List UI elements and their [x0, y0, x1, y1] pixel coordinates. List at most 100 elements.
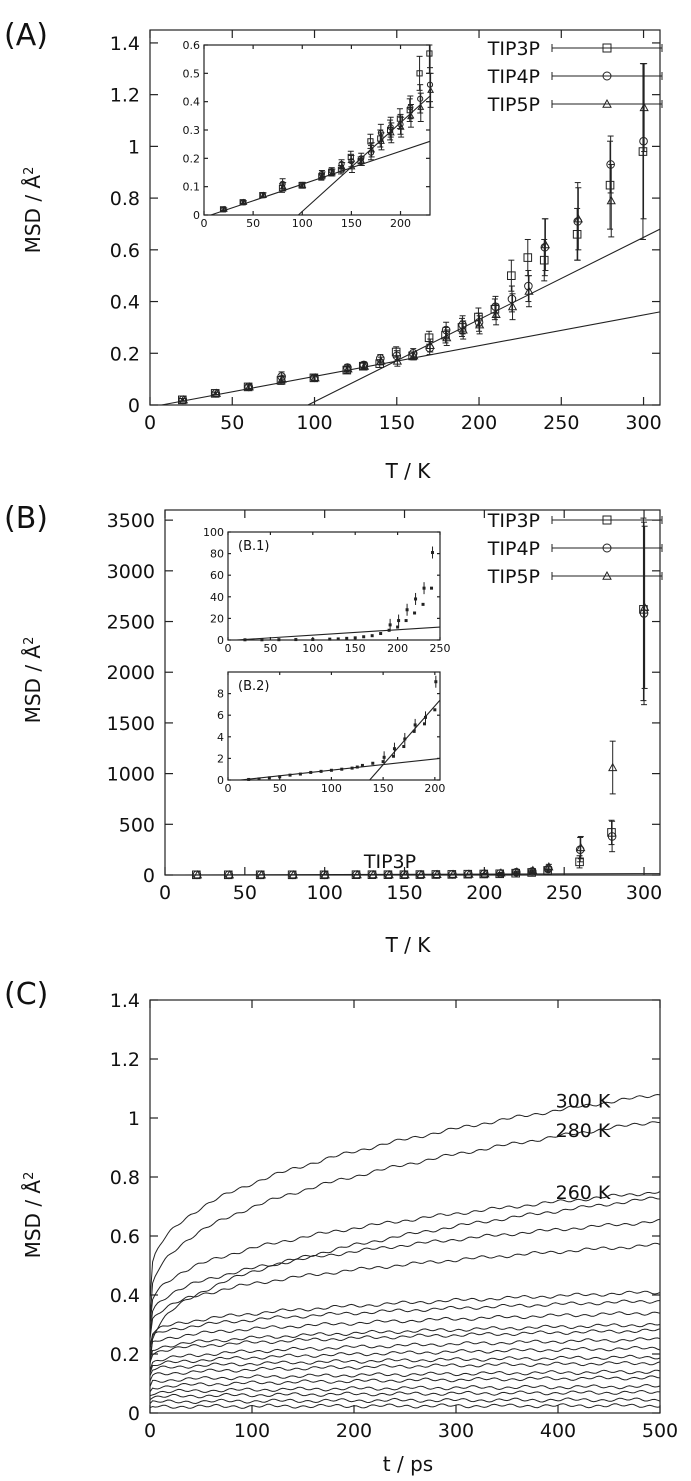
data-point	[279, 180, 286, 187]
msd-curve	[149, 1337, 661, 1413]
data-point	[512, 867, 522, 876]
inset-point	[397, 619, 401, 623]
panel-c-y-tick-label: 1.2	[110, 1049, 140, 1071]
data-point	[416, 70, 423, 77]
panel-a-x-tick-label: 50	[220, 412, 244, 434]
inset-point	[298, 772, 302, 776]
panel-b-xlabel: T / K	[385, 933, 432, 957]
data-point	[310, 373, 320, 382]
legend-label: TIP3P	[487, 38, 540, 60]
data-point	[442, 332, 452, 342]
panel-b-frame	[164, 509, 661, 876]
data-point	[432, 869, 442, 879]
inset-point	[257, 777, 261, 781]
inset-point	[371, 761, 375, 765]
msd-curve	[149, 1389, 661, 1413]
fit-line	[297, 95, 431, 216]
panel-b-ylabel: MSD / Å2	[21, 637, 45, 724]
data-point	[491, 309, 501, 319]
data-point	[474, 317, 484, 327]
inset-point	[360, 763, 364, 767]
data-point	[387, 129, 395, 136]
data-point	[575, 857, 584, 867]
panel-a-inset-x-tick-label: 200	[390, 217, 411, 230]
data-point	[417, 95, 424, 102]
data-point	[544, 862, 554, 871]
data-point	[491, 302, 500, 312]
inset-x-tick-label: 100	[321, 782, 342, 795]
data-point	[343, 363, 353, 373]
panel-a-y-tick-label: 1.2	[110, 85, 140, 107]
legend-marker	[602, 43, 612, 53]
inset-x-tick-label: 50	[263, 642, 277, 655]
data-point	[359, 360, 369, 370]
inset-x-tick-label: 50	[273, 782, 287, 795]
data-point	[496, 868, 506, 877]
inset-y-tick-label: 20	[210, 612, 224, 625]
legend-marker	[602, 543, 612, 553]
data-point	[406, 107, 413, 114]
panel-a-inset-x-tick-label: 150	[341, 217, 362, 230]
data-point	[338, 160, 345, 168]
data-point	[605, 180, 615, 190]
panel-a-inset: 0 50 100 150 200 0 0.1 0.2 0.3 0.4 0.5 0.6	[183, 39, 435, 230]
panel-b-y-tick-label: 2500	[107, 612, 155, 634]
panel-b-y-tick-label: 3000	[107, 561, 155, 583]
inset-y-tick-label: 60	[210, 569, 224, 582]
panel-b-letter: (B)	[4, 501, 48, 536]
inset-point	[247, 777, 251, 781]
panel-c-x-tick-label: 300	[438, 1420, 474, 1442]
data-point	[417, 103, 425, 110]
panel-b: (B) MSD / Å2 T / K 0 50 100 150 200 250 300050…	[4, 501, 663, 957]
data-point	[524, 281, 533, 291]
inset-y-tick-label: 100	[203, 526, 224, 539]
inset-y-tick-label: 6	[217, 709, 224, 722]
data-point	[244, 382, 254, 391]
data-point	[359, 361, 370, 370]
data-point	[256, 869, 267, 879]
panel-a-inset-y-tick-label: 0.4	[183, 96, 201, 109]
msd-curve	[149, 1121, 661, 1413]
data-point	[320, 869, 330, 879]
msd-curve	[149, 1361, 661, 1413]
inset-frame	[227, 531, 441, 641]
panel-a-y-tick-label: 1.4	[110, 33, 140, 55]
inset-y-tick-label: 8	[217, 688, 224, 701]
data-point	[299, 181, 307, 188]
panel-c-x-tick-label: 400	[540, 1420, 576, 1442]
inset-point	[413, 611, 417, 615]
panel-a-inset-y-tick-label: 0.5	[183, 67, 201, 80]
msd-curve	[149, 1354, 661, 1413]
curve-label: 260 K	[556, 1182, 611, 1204]
panel-a-inset-x-tick-label: 50	[246, 217, 260, 230]
panel-a-inset-x-tick-label: 0	[201, 217, 208, 230]
inset-x-tick-label: 150	[373, 782, 394, 795]
data-point	[397, 121, 404, 128]
data-point	[507, 294, 517, 304]
legend-marker	[602, 570, 612, 580]
inset-point	[405, 608, 409, 612]
inset-x-tick-label: 150	[345, 642, 366, 655]
inset-label: (B.1)	[238, 539, 269, 554]
panel-b-x-tick-label: 50	[233, 882, 257, 904]
data-point	[352, 869, 362, 879]
panel-c-x-tick-label: 0	[144, 1420, 156, 1442]
inset-point	[387, 628, 391, 632]
data-point	[288, 870, 298, 880]
msd-curve	[149, 1322, 661, 1413]
inset-x-tick-label: 0	[225, 782, 232, 795]
panel-b-x-tick-label: 0	[159, 882, 171, 904]
inset-point	[370, 634, 374, 638]
panel-b-legend: TIP3P TIP4P TIP5P	[487, 510, 663, 588]
inset-point	[311, 637, 315, 641]
panel-a-y-tick-label: 0.8	[110, 188, 140, 210]
inset-point	[423, 715, 427, 719]
msd-curve	[149, 1191, 661, 1413]
curve-label: 280 K	[556, 1120, 611, 1142]
panel-b-y-tick-label: 3500	[107, 510, 155, 532]
data-point	[384, 869, 394, 879]
panel-a-xlabel: T / K	[385, 459, 432, 483]
data-point	[607, 828, 616, 837]
data-point	[224, 869, 235, 879]
panel-b-x-tick-label: 200	[466, 882, 502, 904]
